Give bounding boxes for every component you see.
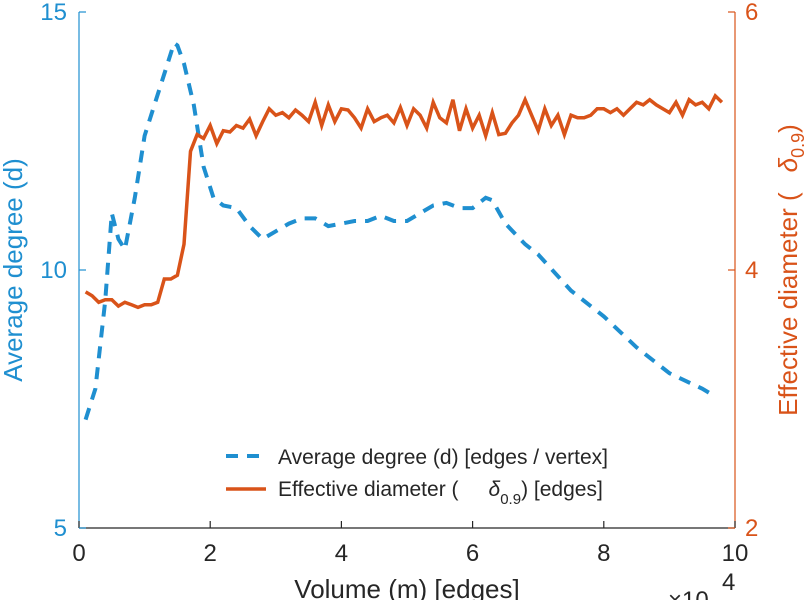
x-tick-label: 10 [722, 540, 749, 567]
svg-text:Effective diameter (δ0.9): Effective diameter (δ0.9) [773, 124, 808, 416]
right-y-axis-label: Effective diameter (δ0.9) [773, 124, 808, 416]
x-axis-exponent: ×10 4 [668, 569, 735, 600]
right-y-tick-label: 4 [745, 257, 758, 284]
x-axis-label: Volume (m) [edges] [294, 574, 519, 600]
right-y-tick-label: 2 [745, 515, 758, 542]
x-tick-label: 0 [72, 540, 85, 567]
legend-label-degree: Average degree (d) [edges / vertex] [278, 446, 608, 469]
right-y-tick-label: 6 [745, 0, 758, 26]
x-tick-label: 8 [597, 540, 610, 567]
legend: Average degree (d) [edges / vertex] Effe… [226, 446, 608, 508]
legend-label-diameter: Effective diameter (δ0.9) [edges] [278, 478, 603, 508]
series-average-degree [83, 39, 717, 421]
series-effective-diameter [84, 92, 724, 310]
left-y-tick-label: 10 [40, 257, 67, 284]
left-y-axis-label: Average degree (d) [0, 158, 28, 382]
svg-text:4: 4 [722, 569, 735, 596]
left-y-tick-label: 15 [40, 0, 67, 26]
x-tick-label: 4 [335, 540, 348, 567]
left-y-tick-label: 5 [54, 515, 67, 542]
x-tick-label: 6 [466, 540, 479, 567]
svg-text:×10: ×10 [668, 587, 709, 600]
x-tick-label: 2 [204, 540, 217, 567]
